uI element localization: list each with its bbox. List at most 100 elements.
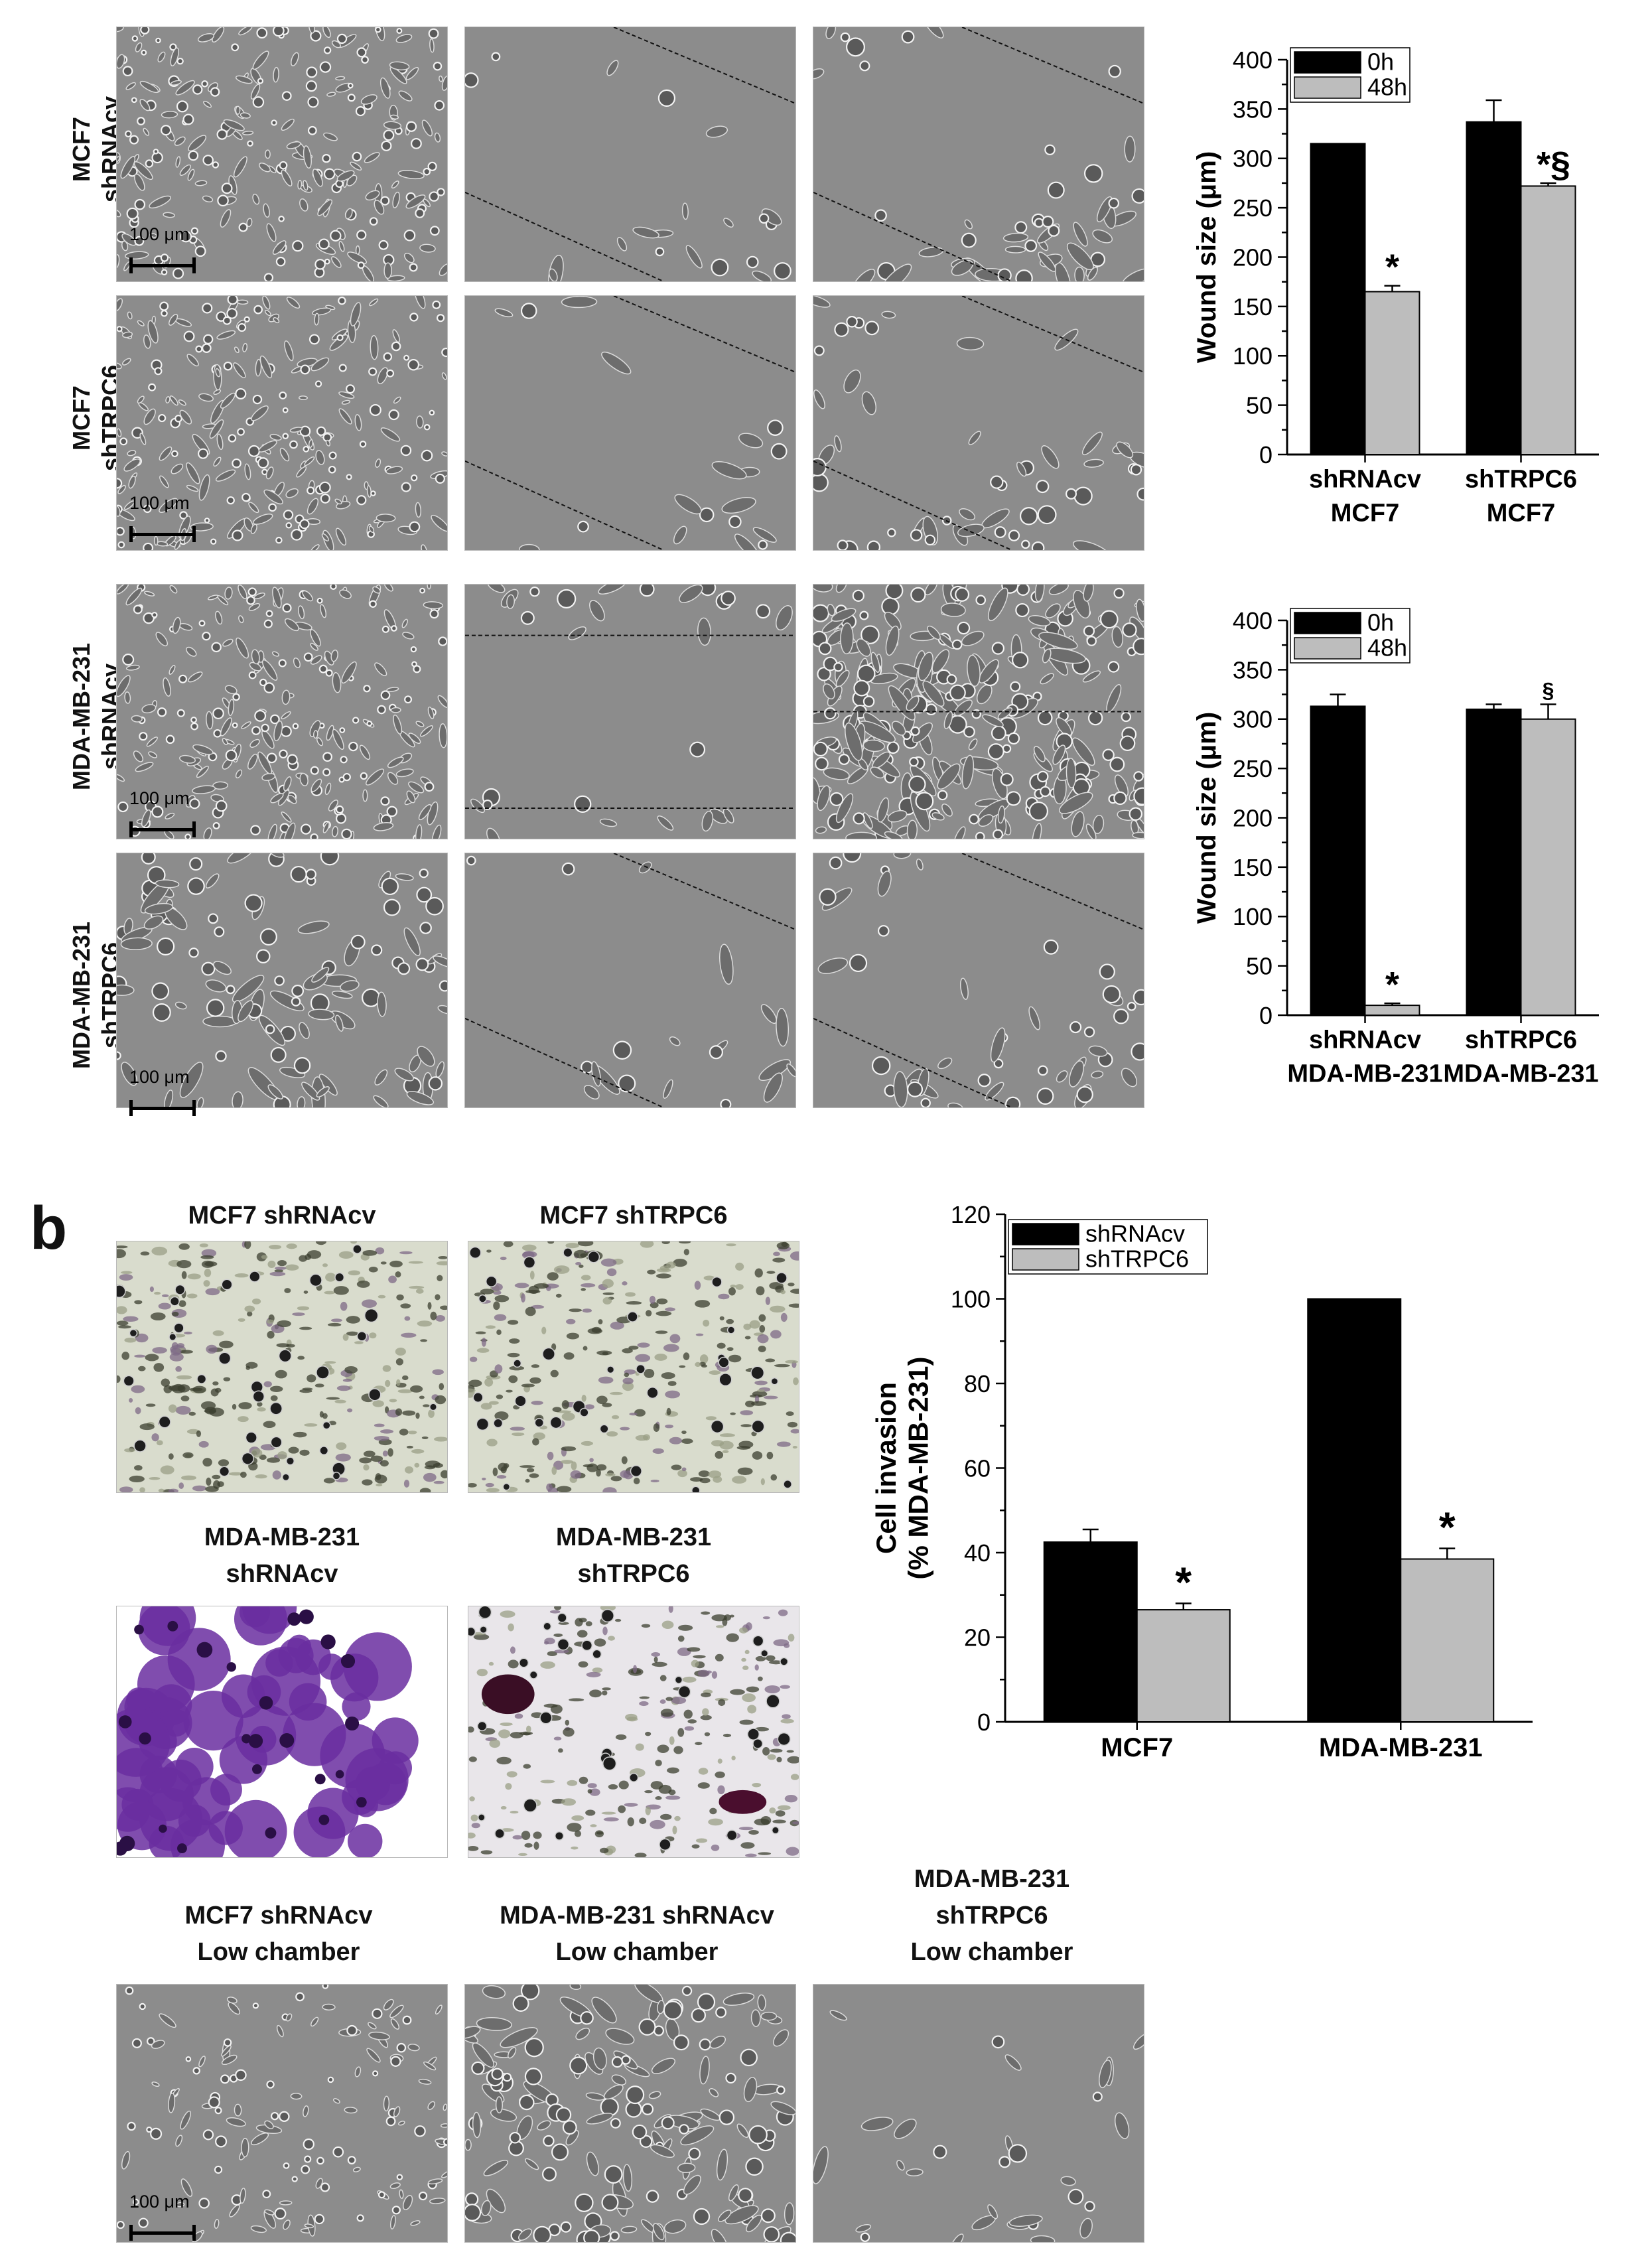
invasion-caption-1: MCF7 shRNAcv <box>116 1198 448 1234</box>
caption-line: MDA-MB-231 <box>555 1523 712 1551</box>
y-tick-label: 20 <box>964 1624 991 1651</box>
bar <box>1466 708 1522 1016</box>
wound-micrograph <box>813 853 1144 1108</box>
scale-bar: 100 μm <box>129 224 202 273</box>
bar <box>1043 1541 1138 1723</box>
y-tick-label: 350 <box>1233 96 1273 123</box>
caption-line: MDA-MB-231 <box>204 1523 360 1551</box>
scale-bar: 100 μm <box>129 493 202 542</box>
category-label: MCF7 <box>1331 500 1399 528</box>
y-tick-label: 80 <box>964 1370 991 1397</box>
caption-line: MCF7 shRNAcv <box>188 1202 376 1230</box>
wound-micrograph <box>116 853 448 1108</box>
y-tick-label: 60 <box>964 1454 991 1482</box>
row-label-line: MCF7 <box>68 386 96 451</box>
y-tick-label: 150 <box>1233 854 1273 881</box>
caption-line: MCF7 shRNAcv <box>184 1902 373 1930</box>
significance-marker: *§ <box>1537 145 1570 184</box>
wound-micrograph <box>116 27 448 282</box>
y-tick-label: 350 <box>1233 656 1273 683</box>
invasion-caption-4: MDA-MB-231 shTRPC6 <box>468 1519 799 1592</box>
scale-bar-label: 100 μm <box>129 224 190 244</box>
y-axis-label: (% MDA-MB-231) <box>902 1357 933 1580</box>
legend-swatch <box>1294 51 1361 74</box>
y-tick-label: 0 <box>1259 441 1273 468</box>
caption-line: shRNAcv <box>226 1560 338 1588</box>
wound-micrograph <box>813 584 1144 839</box>
significance-marker: * <box>1385 965 1399 1005</box>
legend-label: 48h <box>1367 634 1407 662</box>
panel-letter-b: b <box>30 1194 68 1262</box>
significance-marker: § <box>1542 678 1554 702</box>
wound-size-chart-mdamb231: 0 50 100 150 200 250 300 350 400 Wound size (μm) s… <box>1174 600 1639 1105</box>
y-tick-label: 250 <box>1233 755 1273 782</box>
y-tick-label: 0 <box>1259 1002 1273 1029</box>
low-chamber-micrograph <box>813 1984 1144 2243</box>
wound-micrograph <box>464 295 796 551</box>
bar <box>1307 1298 1402 1723</box>
bar <box>1520 718 1576 1016</box>
wound-size-chart-mcf7: 0 50 100 150 200 250 300 350 400 Wound size (μm) s… <box>1174 40 1639 544</box>
category-label: MDA-MB-231 <box>1287 1060 1442 1088</box>
caption-line: MDA-MB-231 shRNAcv <box>500 1902 774 1930</box>
legend-label: 0h <box>1367 48 1394 76</box>
scale-bar-label: 100 μm <box>129 2192 190 2212</box>
invasion-caption-2: MCF7 shTRPC6 <box>468 1198 799 1234</box>
wound-micrograph <box>464 853 796 1108</box>
row-label-line: MDA-MB-231 <box>68 642 96 791</box>
bar <box>1364 1005 1420 1016</box>
bar <box>1310 143 1366 455</box>
invasion-micrograph <box>116 1606 448 1858</box>
wound-micrograph <box>464 27 796 282</box>
invasion-micrograph <box>116 1241 448 1493</box>
caption-line: MCF7 shTRPC6 <box>539 1202 728 1230</box>
y-axis-label: Wound size (μm) <box>1192 712 1221 924</box>
bar <box>1466 121 1522 456</box>
y-tick-label: 100 <box>951 1285 991 1312</box>
bar <box>1400 1558 1495 1723</box>
y-tick-label: 150 <box>1233 293 1273 320</box>
low-chamber-caption-2: MDA-MB-231 shRNAcv Low chamber <box>445 1898 829 1971</box>
low-chamber-micrograph <box>116 1984 448 2243</box>
scale-bar: 100 μm <box>129 2192 202 2241</box>
cell-invasion-chart: 0 20 40 60 80 100 120 Cell invasion (% MDA-MB-23… <box>862 1201 1625 1805</box>
scale-bar-label: 100 μm <box>129 1067 190 1087</box>
invasion-micrograph <box>468 1241 799 1493</box>
bar <box>1136 1609 1231 1723</box>
y-tick-label: 40 <box>964 1539 991 1567</box>
low-chamber-caption-1: MCF7 shRNAcv Low chamber <box>93 1898 464 1971</box>
significance-marker: * <box>1439 1504 1456 1551</box>
y-tick-label: 50 <box>1246 392 1273 419</box>
legend-swatch <box>1294 612 1361 634</box>
low-chamber-micrograph <box>464 1984 796 2243</box>
scale-bar: 100 μm <box>129 1067 202 1116</box>
y-tick-label: 100 <box>1233 903 1273 930</box>
caption-line: Low chamber <box>197 1938 360 1967</box>
bar <box>1520 185 1576 455</box>
legend-label: shTRPC6 <box>1085 1245 1189 1273</box>
legend-swatch <box>1012 1223 1079 1245</box>
legend-swatch <box>1294 76 1361 99</box>
y-tick-label: 200 <box>1233 244 1273 271</box>
scale-bar-label: 100 μm <box>129 493 190 513</box>
invasion-micrograph <box>468 1606 799 1858</box>
y-tick-label: 300 <box>1233 706 1273 733</box>
significance-marker: * <box>1385 247 1399 287</box>
legend-swatch <box>1012 1248 1079 1271</box>
caption-line: shTRPC6 <box>577 1560 690 1588</box>
category-label: MCF7 <box>1487 500 1555 528</box>
wound-micrograph <box>116 584 448 839</box>
row-label-line: MDA-MB-231 <box>68 921 96 1070</box>
legend-label: 0h <box>1367 609 1394 636</box>
row-label-line: MCF7 <box>68 117 96 182</box>
legend-swatch <box>1294 637 1361 660</box>
category-label: shTRPC6 <box>1465 465 1577 493</box>
y-tick-label: 0 <box>977 1709 991 1736</box>
wound-micrograph <box>813 295 1144 551</box>
wound-micrograph <box>813 27 1144 282</box>
legend-label: shRNAcv <box>1085 1220 1185 1247</box>
wound-micrograph <box>464 584 796 839</box>
y-tick-label: 100 <box>1233 342 1273 370</box>
invasion-caption-3: MDA-MB-231 shRNAcv <box>116 1519 448 1592</box>
